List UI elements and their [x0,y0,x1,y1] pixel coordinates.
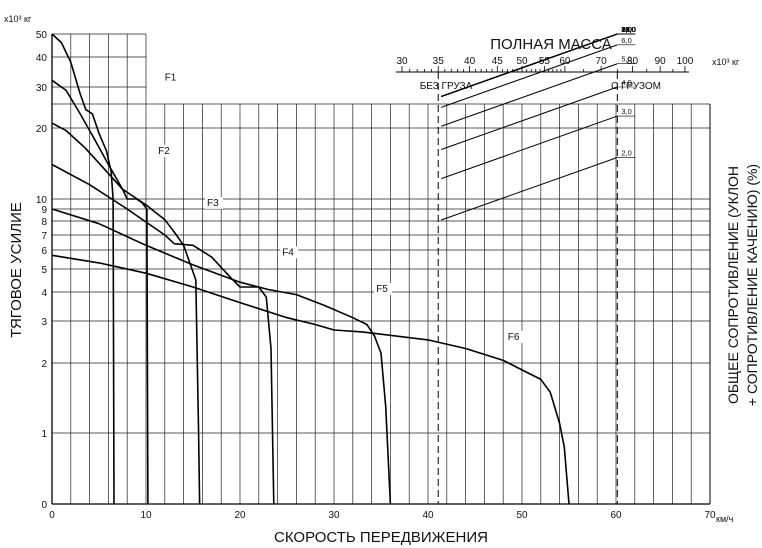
grade-label: 5,0 [621,55,631,64]
x-axis-label: СКОРОСТЬ ПЕРЕДВИЖЕНИЯ [274,529,488,546]
grade-label: 2,0 [621,148,631,157]
grade-label: 12,0 [621,25,636,34]
rimpull-curves [51,33,570,505]
grade-line [441,33,618,97]
grade-label: 13,0 [621,25,636,34]
curve-F4 [51,163,275,505]
grade-label: 30,0 [621,25,636,34]
y-tick-label: 6 [41,246,47,257]
curve-F1 [51,33,115,505]
y-tick-label: 10 [36,195,48,206]
y-axis-unit: x10³ кг [4,14,32,24]
x-axis-unit: км/ч [716,514,734,524]
grade-line [441,86,618,150]
grade-line [441,156,618,221]
grade-label: 14,0 [621,25,636,34]
curve-label-bg [374,283,393,295]
resistance-axis-label-line1: ОБЩЕЕ СОПРОТИВЛЕНИЕ (УКЛОН [725,166,741,404]
y-tick-label: 30 [36,83,48,94]
curve-F3 [51,122,201,505]
curve-label-F6: F6 [508,332,520,343]
loaded-weight-label: С ГРУЗОМ [611,81,661,92]
curve-label-bg [280,246,299,259]
grade-label: 25,0 [621,25,636,34]
x-tick-label: 60 [610,510,622,521]
x-tick-label: 30 [328,510,340,521]
empty-weight-label: БЕЗ ГРУЗА [420,81,473,92]
mass-tick-label: 40 [464,56,476,67]
mass-tick-label: 30 [396,56,408,67]
y-tick-label: 40 [36,53,48,64]
y-tick-label: 50 [36,30,48,41]
grade-line [441,44,618,108]
y-tick-label: 2 [41,359,47,370]
grade-label: 10,0 [621,25,636,34]
top-axis-label: ПОЛНАЯ МАССА [490,36,611,53]
resistance-axis-label-line2: + СОПРОТИВЛЕНИЕ КАЧЕНИЮ) (%) [744,164,760,406]
curve-label-bg [505,330,524,343]
x-tick-label: 70 [704,510,716,521]
mass-tick-label: 50 [516,56,528,67]
mass-tick-label: 35 [433,56,445,67]
grade-label: 15,0 [621,25,636,34]
grade-label: 7,0 [621,25,631,34]
grade-label: 6,0 [621,36,631,45]
y-axis-label: ТЯГОВОЕ УСИЛИЕ [8,202,25,338]
grade-line [441,63,618,127]
x-tick-label: 40 [422,510,434,521]
mass-tick-label: 45 [492,56,504,67]
mass-tick-label: 80 [627,56,639,67]
curve-label-F3: F3 [207,198,219,209]
grade-label: 3,0 [621,107,631,116]
grade-label: 20,0 [621,25,636,34]
curve-label-bg [205,196,223,209]
curve-F5 [51,208,392,505]
mass-tick-label: 55 [539,56,551,67]
grade-label: 11,0 [621,25,635,34]
curve-F6 [51,254,570,505]
curve-label-bg [156,145,175,158]
y-tick-label: 9 [41,205,47,216]
mass-tick-label: 90 [655,56,667,67]
mass-tick-label: 100 [677,56,694,67]
grade-line [441,115,618,180]
mass-tick-label: 70 [596,56,608,67]
grade-lines [441,33,636,221]
y-tick-label: 3 [41,317,47,328]
x-tick-label: 10 [140,510,152,521]
x-tick-label: 50 [516,510,528,521]
chart-labels: СКОРОСТЬ ПЕРЕДВИЖЕНИЯ км/ч ТЯГОВОЕ УСИЛИ… [4,14,760,546]
y-tick-label: 1 [41,429,47,440]
x-tick-label: 0 [49,510,55,521]
curve-label-F5: F5 [376,284,388,295]
curve-label-bg [162,71,181,84]
grade-label: 8,0 [621,25,631,34]
y-tick-label: 8 [41,217,47,228]
curve-label-F4: F4 [282,247,294,258]
y-tick-label: 20 [36,124,48,135]
mass-tick-label: 60 [559,56,571,67]
y-tick-label: 4 [41,288,47,299]
top-axis-unit: x10³ кг [712,57,740,67]
y-tick-label: 5 [41,265,47,276]
grade-label: 4,0 [621,78,631,87]
x-tick-label: 20 [234,510,246,521]
y-tick-label: 0 [41,500,47,511]
curve-label-F2: F2 [158,146,170,157]
y-tick-label: 7 [41,231,47,242]
grade-label: 9,0 [621,25,631,34]
curve-label-F1: F1 [165,72,177,83]
